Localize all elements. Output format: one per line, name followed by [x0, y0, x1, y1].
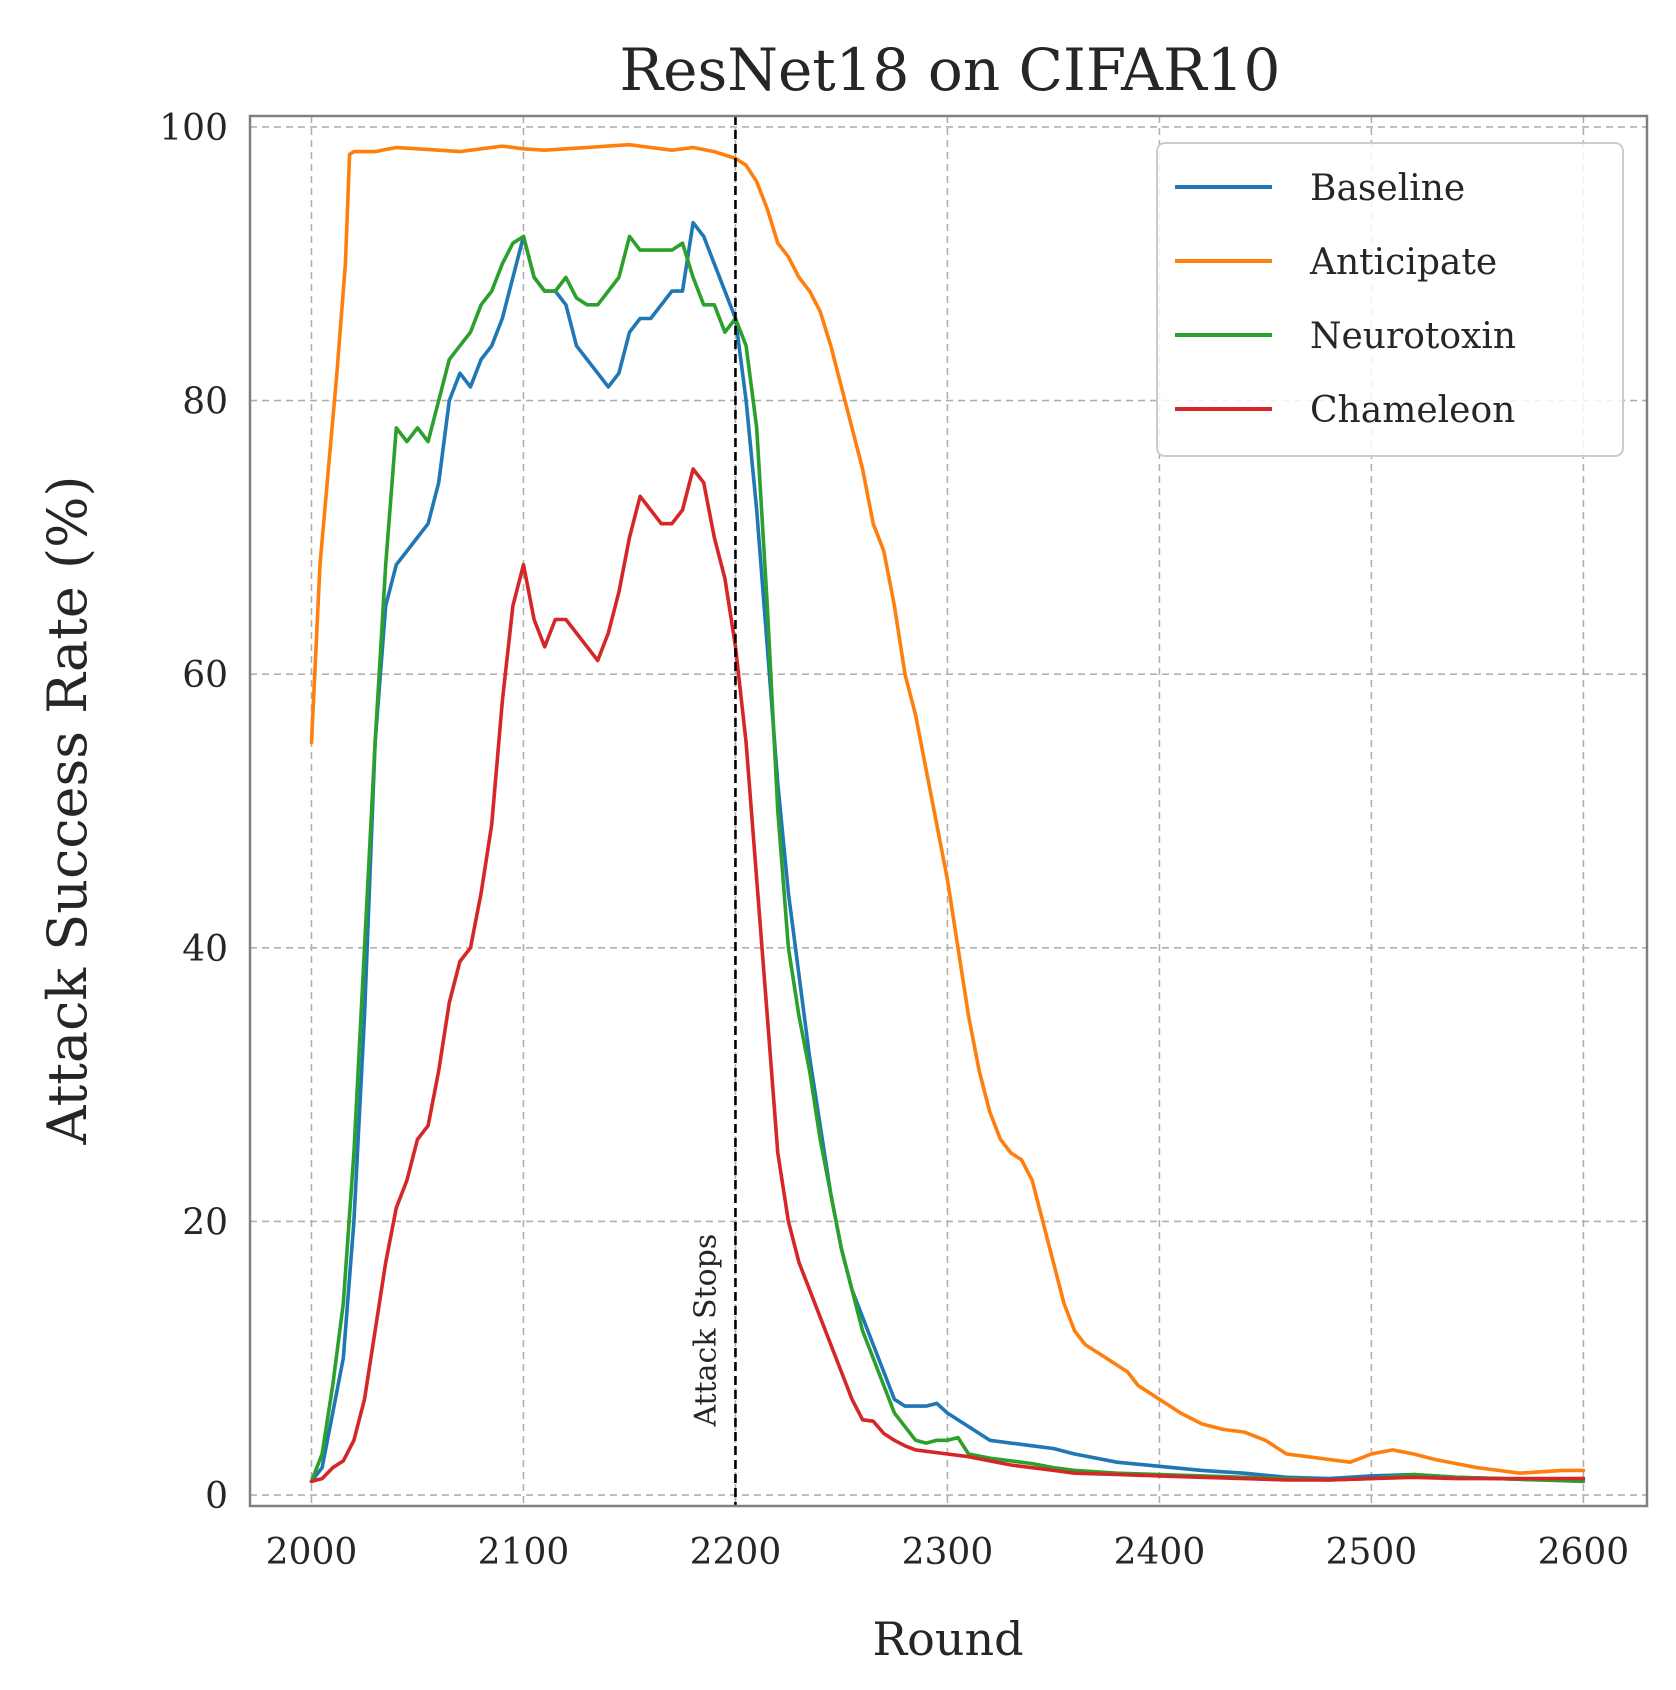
x-tick-label: 2000 [266, 1532, 358, 1573]
y-tick-label: 100 [159, 108, 228, 149]
y-tick-label: 40 [182, 929, 228, 970]
annotation-layer: Attack Stops [688, 116, 737, 1506]
legend-items: Baseline Anticipate Neurotoxin Chameleon [1175, 168, 1516, 431]
legend-label: Anticipate [1309, 242, 1497, 283]
y-tick-label: 60 [182, 655, 228, 696]
y-axis-label: Attack Success Rate (%) [36, 476, 99, 1146]
grid [250, 116, 1647, 1506]
x-axis-label: Round [872, 1612, 1023, 1666]
y-tick-label: 20 [182, 1202, 228, 1243]
x-tick-label: 2600 [1538, 1532, 1630, 1573]
x-tick-label: 2200 [690, 1532, 782, 1573]
legend: Baseline Anticipate Neurotoxin Chameleon [1156, 142, 1624, 457]
legend-box [1156, 142, 1624, 457]
attack-stops-label: Attack Stops [688, 1234, 723, 1428]
y-tick-label: 80 [182, 382, 228, 423]
legend-label: Chameleon [1310, 390, 1515, 431]
plot-frame [248, 114, 1649, 1508]
x-tick-label: 2500 [1326, 1532, 1418, 1573]
series-line-anticipate [309, 142, 1586, 1475]
chart-title: ResNet18 on CIFAR10 [620, 36, 1281, 104]
series-line-neurotoxin [309, 234, 1586, 1484]
series-layer [309, 142, 1586, 1484]
series-line-chameleon [309, 467, 1586, 1484]
x-tick-label: 2100 [478, 1532, 570, 1573]
legend-label: Neurotoxin [1310, 316, 1516, 357]
series-line-baseline [309, 220, 1586, 1484]
x-tick-label: 2300 [902, 1532, 994, 1573]
ticks: 2000 2100 2200 2300 2400 2500 2600 0 20 40 60 80 100 [159, 108, 1629, 1573]
x-tick-label: 2400 [1114, 1532, 1206, 1573]
y-tick-label: 0 [205, 1476, 228, 1517]
legend-label: Baseline [1310, 168, 1465, 209]
